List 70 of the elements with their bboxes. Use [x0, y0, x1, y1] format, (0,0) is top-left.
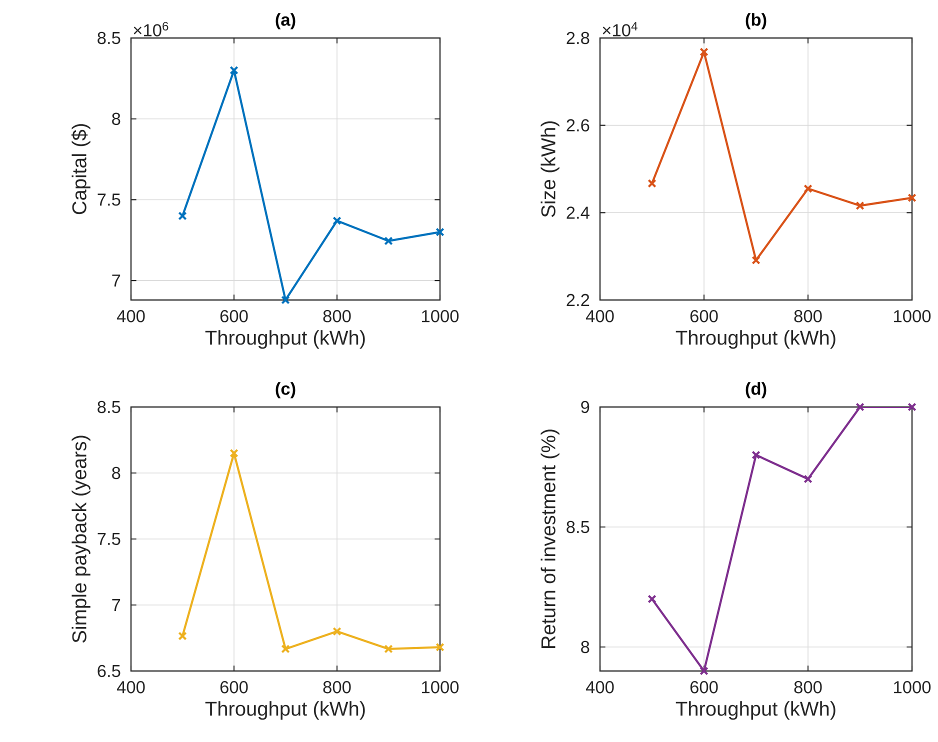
- point: [178, 212, 187, 220]
- point: [648, 594, 656, 604]
- x-tick-label: 600: [690, 310, 718, 322]
- point: [230, 448, 238, 458]
- y-tick-label: 8.5: [98, 400, 120, 414]
- x-axis-title: Throughput (kWh): [205, 330, 365, 349]
- x-tick-label: 1000: [422, 681, 459, 694]
- y-tick-label: 2.4: [566, 206, 590, 219]
- point: [908, 193, 916, 202]
- x-axis-title: Throughput (kWh): [676, 701, 836, 720]
- y-tick-label: 7: [112, 599, 120, 611]
- point: [436, 642, 444, 652]
- x-tick-label: 600: [690, 681, 718, 694]
- y-tick-label: 8: [112, 112, 120, 125]
- x-tick-label: 800: [323, 310, 351, 322]
- y-tick-label: 7.5: [98, 532, 120, 546]
- x-tick-label: 600: [220, 310, 248, 322]
- x-tick-label: 800: [323, 681, 351, 694]
- text: ×10$^{6}$: [134, 22, 168, 36]
- point: [281, 296, 290, 304]
- y-axis-title: Simple payback (years): [72, 436, 90, 643]
- y-axis-title: Size (kWh): [540, 121, 560, 217]
- point: [436, 228, 444, 236]
- y-tick-label: 2.2: [566, 294, 590, 306]
- y-axis-title: Capital ($): [71, 124, 90, 214]
- y-tick-label: 2.8: [566, 32, 590, 44]
- x-tick-label: 600: [220, 681, 248, 694]
- y-tick-label: 2.6: [566, 119, 590, 132]
- x-tick-label: 400: [116, 681, 145, 694]
- x-axis-title: Throughput (kWh): [676, 330, 836, 349]
- x-axis-title: Throughput (kWh): [205, 701, 365, 720]
- x-tick-label: 400: [116, 310, 145, 322]
- y-tick-label: 8.5: [98, 32, 120, 44]
- text: ×10$^{4}$: [602, 22, 638, 36]
- x-tick-label: 1000: [894, 310, 931, 322]
- point: [908, 402, 916, 412]
- point: [648, 179, 656, 188]
- y-tick-label: 7.5: [98, 194, 120, 206]
- x-tick-label: 1000: [894, 681, 931, 694]
- chart-title: (d): [746, 382, 766, 398]
- x-tick-label: 400: [586, 310, 614, 322]
- x-tick-label: 400: [586, 681, 614, 694]
- point: [332, 216, 342, 226]
- y-axis-title: Return of investment (%): [540, 430, 560, 648]
- point: [281, 644, 290, 654]
- point: [178, 632, 187, 640]
- y-tick-label: 8: [112, 466, 120, 480]
- point: [332, 627, 342, 636]
- y-tick-label: 8.5: [566, 520, 590, 534]
- chart-title: (c): [276, 382, 296, 398]
- point: [752, 256, 760, 265]
- y-tick-label: 6.5: [98, 664, 120, 678]
- point: [700, 666, 708, 676]
- x-tick-label: 800: [794, 681, 822, 694]
- point: [700, 48, 708, 56]
- x-tick-label: 800: [794, 310, 822, 322]
- point: [384, 236, 393, 246]
- point: [856, 201, 864, 210]
- x-tick-label: 1000: [422, 310, 459, 322]
- point: [752, 450, 760, 460]
- chart-title: (a): [276, 13, 296, 30]
- point: [230, 66, 238, 75]
- point: [804, 184, 812, 194]
- y-tick-label: 9: [581, 400, 590, 414]
- y-tick-label: 7: [112, 274, 120, 287]
- point: [804, 474, 812, 484]
- point: [856, 402, 864, 412]
- point: [384, 644, 393, 654]
- chart-title: (b): [746, 13, 766, 30]
- y-tick-label: 8: [581, 640, 590, 654]
